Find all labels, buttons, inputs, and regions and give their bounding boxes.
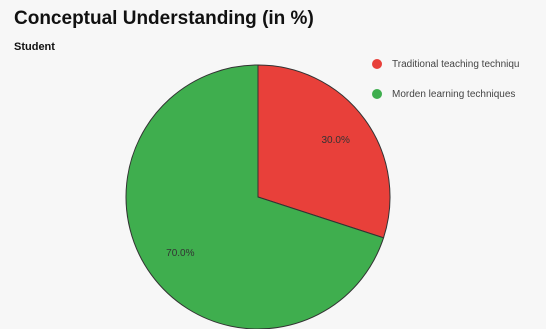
legend-swatch-1: [372, 89, 382, 99]
legend-label-0: Traditional teaching techniqu: [392, 58, 520, 70]
chart-title: Conceptual Understanding (in %): [14, 8, 314, 29]
legend-swatch-0: [372, 59, 382, 69]
pie-slice-label-1: 70.0%: [166, 248, 194, 259]
pie-slice-1: [125, 64, 385, 329]
legend-item-0: Traditional teaching techniqu: [372, 56, 544, 72]
legend-item-1: Morden learning techniques: [372, 86, 544, 102]
legend-label-1: Morden learning techniques: [392, 88, 516, 100]
pie-slice-0: [257, 64, 391, 239]
pie-slice-label-0: 30.0%: [321, 135, 349, 146]
chart-legend: Traditional teaching techniqu Morden lear…: [372, 56, 544, 116]
chart-subtitle: Student: [14, 41, 55, 53]
